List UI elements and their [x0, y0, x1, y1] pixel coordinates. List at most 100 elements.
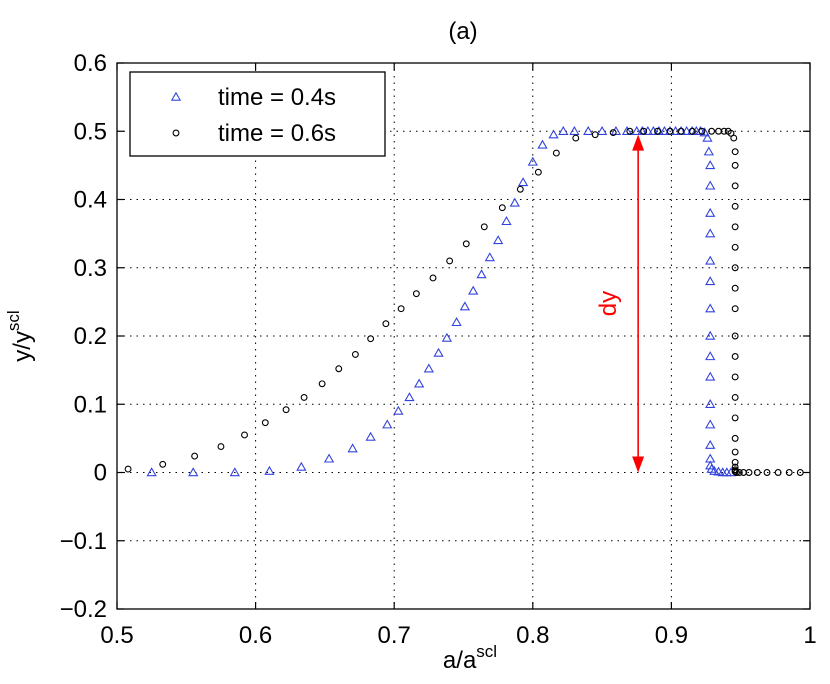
- circle-point: [677, 127, 685, 135]
- circle-point: [785, 469, 793, 476]
- y-tick-label: 0.3: [74, 255, 107, 282]
- circle-point: [731, 434, 739, 442]
- triangle-point: [509, 197, 520, 207]
- x-tick-label: 0.7: [378, 622, 411, 649]
- circle-point: [241, 431, 248, 439]
- triangle-point: [659, 125, 670, 135]
- circle-point: [282, 406, 290, 414]
- triangle-point: [703, 146, 714, 156]
- x-axis-label-sup: scl: [476, 642, 497, 661]
- triangle-point: [484, 252, 495, 262]
- axis-ticks: 0.5 0.6 0.7 0.8 0.9 1 −0.2 −0.1 0 0.1 0.2 0.3 0.4 0.5…: [60, 50, 817, 649]
- y-tick-label: 0.6: [74, 50, 107, 77]
- triangle-point: [441, 332, 453, 342]
- legend-label-0: time = 0.4s: [218, 84, 336, 111]
- triangle-point: [476, 269, 487, 279]
- triangle-point: [146, 467, 157, 477]
- circle-point: [462, 240, 470, 248]
- legend-box: [129, 71, 386, 157]
- circle-point: [300, 393, 308, 401]
- triangle-point: [705, 398, 716, 408]
- triangle-point: [382, 419, 393, 429]
- circle-point: [159, 460, 167, 468]
- circle-point: [731, 458, 739, 466]
- circle-point: [731, 353, 739, 360]
- circle-point: [731, 448, 739, 456]
- triangle-point: [229, 467, 240, 477]
- circle-point: [731, 373, 739, 381]
- dy-arrow-head-up: [632, 134, 645, 151]
- y-tick-label: 0.2: [74, 323, 107, 350]
- circle-point: [261, 419, 269, 427]
- circle-point: [688, 127, 696, 135]
- triangle-point: [493, 235, 504, 245]
- circle-point: [480, 223, 488, 231]
- data-series: [124, 125, 804, 477]
- circle-point: [429, 274, 437, 282]
- circle-point: [735, 469, 743, 476]
- circle-point: [731, 284, 739, 292]
- circle-point: [774, 469, 782, 476]
- triangle-point: [705, 419, 716, 429]
- triangle-point: [705, 160, 716, 170]
- triangle-point: [296, 461, 307, 471]
- circle-point: [534, 168, 542, 176]
- triangle-point: [347, 443, 358, 453]
- x-axis-label-base: a/a: [443, 647, 477, 674]
- circle-point: [217, 443, 225, 451]
- dy-label: dy: [595, 291, 622, 316]
- legend-marker-triangle-icon: [170, 91, 182, 101]
- triangle-point: [705, 371, 716, 381]
- triangle-point: [537, 139, 548, 149]
- circle-point: [640, 127, 648, 135]
- circle-point: [626, 127, 634, 135]
- circle-point: [498, 204, 506, 212]
- triangle-point: [631, 125, 642, 135]
- circle-point: [552, 149, 560, 157]
- circle-point: [572, 134, 580, 142]
- circle-point: [763, 469, 771, 476]
- circle-point: [731, 148, 739, 156]
- circle-point: [666, 127, 674, 135]
- triangle-point: [596, 125, 608, 135]
- circle-point: [591, 131, 599, 139]
- y-axis-label-base: y/y: [9, 331, 36, 362]
- circle-point: [720, 127, 728, 135]
- triangle-point: [670, 125, 681, 135]
- triangle-point: [188, 467, 199, 477]
- triangle-point: [699, 127, 710, 137]
- circle-point: [731, 161, 739, 169]
- x-tick-label: 0.8: [516, 622, 549, 649]
- circle-point: [654, 127, 661, 135]
- triangle-point: [365, 431, 376, 441]
- chart-title: (a): [448, 18, 477, 45]
- triangle-point: [433, 347, 444, 357]
- circle-point: [730, 134, 738, 142]
- circle-point: [731, 243, 739, 251]
- circle-point: [731, 182, 739, 190]
- circle-point: [191, 452, 199, 460]
- circle-point: [796, 469, 804, 476]
- triangle-point: [648, 125, 659, 135]
- legend-triangle-mark: [170, 91, 182, 101]
- y-axis-label: y/yscl: [4, 310, 36, 361]
- x-tick-label: 0.5: [100, 622, 133, 649]
- triangle-point: [681, 125, 692, 135]
- circle-point: [731, 305, 739, 313]
- circle-point: [397, 305, 405, 313]
- legend-marker-circle-icon: [172, 129, 180, 137]
- triangle-point: [548, 129, 559, 139]
- triangle-point: [451, 317, 462, 327]
- circle-point: [335, 365, 343, 373]
- x-axis-label: a/ascl: [443, 642, 497, 674]
- triangle-point: [393, 405, 404, 415]
- triangle-point: [583, 125, 594, 135]
- triangle-point: [705, 330, 716, 340]
- legend-label-1: time = 0.6s: [218, 120, 336, 147]
- circle-point: [382, 320, 390, 328]
- circle-point: [708, 127, 716, 135]
- triangle-point: [705, 351, 716, 361]
- circle-point: [731, 393, 739, 401]
- circle-point: [412, 290, 420, 298]
